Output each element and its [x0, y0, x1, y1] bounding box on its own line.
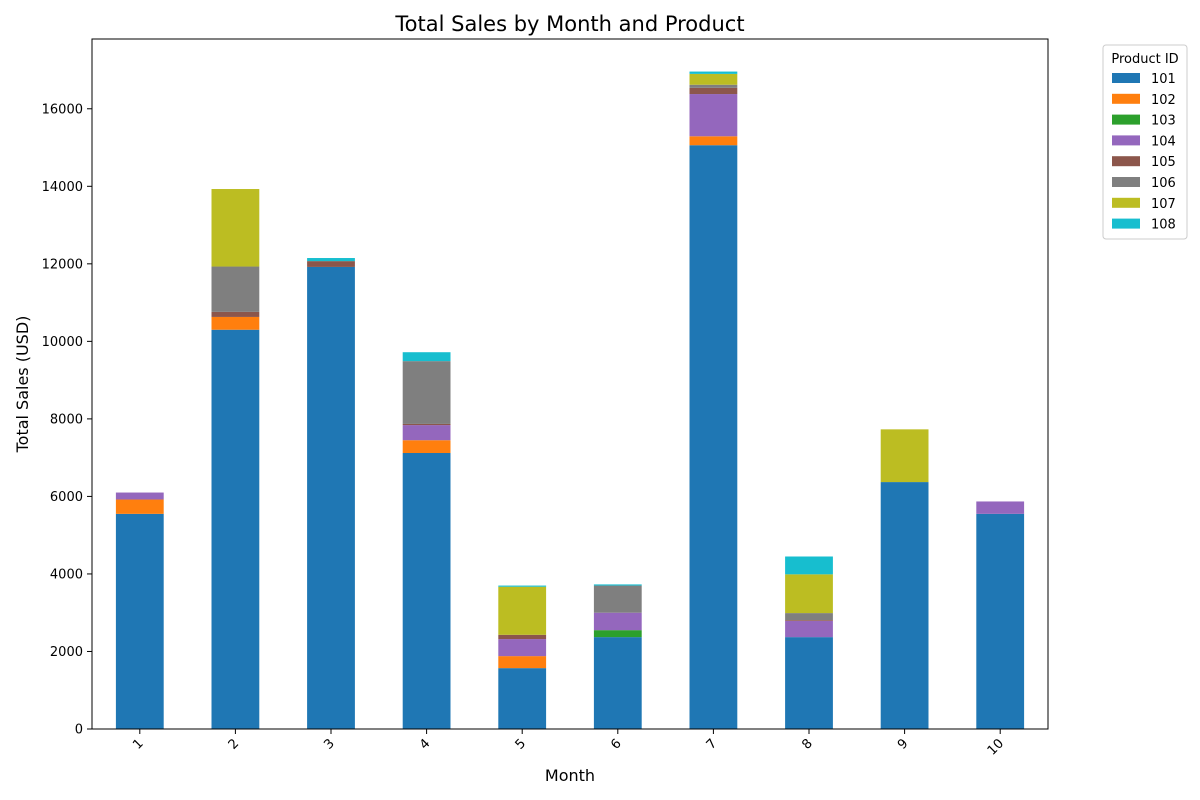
bar-segment	[402, 423, 451, 426]
legend-swatch	[1112, 73, 1140, 83]
y-tick-label: 8000	[50, 412, 83, 427]
x-tick-label: 9	[895, 736, 911, 752]
bar-segment	[498, 585, 547, 587]
legend-label: 105	[1151, 155, 1176, 170]
bar-segment	[689, 136, 738, 146]
plot-frame	[91, 38, 1049, 730]
bar-segment	[689, 145, 738, 729]
y-tick-label: 4000	[50, 567, 83, 582]
bar-segment	[976, 513, 1025, 729]
bar-segment	[402, 440, 451, 453]
bar-segment	[211, 329, 260, 729]
legend-swatch	[1112, 197, 1140, 208]
y-axis-label: Total Sales (USD)	[13, 316, 32, 454]
bar-segment	[785, 620, 833, 638]
y-tick-label: 14000	[42, 180, 83, 195]
bar-segment	[689, 94, 738, 137]
bar-segment	[785, 556, 833, 575]
bar-segment	[211, 189, 260, 267]
y-tick-label: 0	[75, 723, 83, 738]
legend-label: 104	[1151, 134, 1176, 149]
legend-swatch	[1112, 114, 1140, 125]
legend-label: 108	[1151, 218, 1176, 233]
bar-segment	[689, 73, 738, 85]
y-tick-label: 6000	[50, 490, 83, 505]
bar-segment	[689, 84, 738, 88]
bar-segment	[211, 266, 260, 312]
y-axis: 0 2000 4000 6000 8000 10000 12000 14000 16000	[42, 102, 92, 738]
bar-segment	[115, 513, 164, 729]
x-tick-label: 5	[513, 736, 529, 752]
legend-frame	[1102, 44, 1188, 240]
bar-segment	[785, 574, 833, 614]
bar-segment	[785, 613, 833, 621]
y-tick-label: 12000	[42, 257, 83, 272]
bar-segment	[498, 639, 547, 657]
bar-segment	[689, 71, 738, 74]
legend-label: 103	[1151, 114, 1176, 129]
x-tick-label: 7	[704, 736, 720, 752]
legend-title: Product ID	[1111, 52, 1178, 67]
bar-segment	[593, 637, 642, 729]
bar-segment	[593, 612, 642, 631]
x-tick-label: 2	[226, 736, 242, 752]
x-tick-label: 10	[985, 736, 1007, 758]
y-tick-label: 16000	[42, 102, 83, 117]
bar-segment	[307, 258, 355, 262]
x-tick-label: 3	[321, 736, 337, 752]
y-tick-label: 10000	[42, 335, 83, 350]
legend-items: 101 102 103 104 105 106 107 108	[1112, 72, 1176, 233]
bar-segment	[880, 482, 929, 729]
bar-segment	[593, 584, 642, 586]
x-axis-label: Month	[545, 766, 595, 785]
bar-segment	[115, 499, 164, 514]
bar-segment	[880, 429, 929, 483]
bar-segment	[402, 425, 451, 441]
x-tick-label: 4	[417, 736, 433, 752]
x-tick-label: 1	[130, 736, 146, 752]
legend-label: 102	[1151, 93, 1176, 108]
legend-label: 107	[1151, 197, 1176, 212]
legend-label: 101	[1151, 72, 1176, 87]
bar-segment	[211, 311, 260, 317]
bar-segment	[402, 361, 451, 424]
legend-swatch	[1112, 218, 1140, 229]
bar-segment	[498, 586, 547, 635]
bar-segment	[498, 656, 547, 669]
legend-swatch	[1112, 177, 1140, 187]
legend-swatch	[1112, 156, 1140, 167]
bar-segment	[211, 316, 260, 330]
bars-group	[115, 71, 1025, 729]
x-tick-label: 6	[608, 736, 624, 752]
bar-segment	[785, 637, 833, 729]
bar-segment	[307, 261, 355, 267]
legend-swatch	[1112, 135, 1140, 146]
bar-segment	[976, 501, 1025, 514]
legend: Product ID 101 102 103 104 105 106 107 108	[1102, 44, 1188, 240]
bar-segment	[785, 620, 833, 621]
y-tick-label: 2000	[50, 645, 83, 660]
bar-segment	[498, 668, 547, 729]
legend-swatch	[1112, 93, 1140, 104]
bar-segment	[593, 630, 642, 638]
bar-segment	[307, 266, 355, 729]
bar-segment	[498, 634, 547, 640]
bar-segment	[593, 585, 642, 613]
bar-segment	[402, 453, 451, 729]
x-tick-label: 8	[799, 736, 815, 752]
legend-label: 106	[1151, 176, 1176, 191]
bar-segment	[402, 352, 451, 362]
bar-segment	[115, 492, 164, 500]
x-axis: 1 2 3 4 5 6 7 8 9 10	[130, 729, 1007, 759]
bar-segment	[689, 87, 738, 95]
chart-title: Total Sales by Month and Product	[394, 12, 744, 36]
